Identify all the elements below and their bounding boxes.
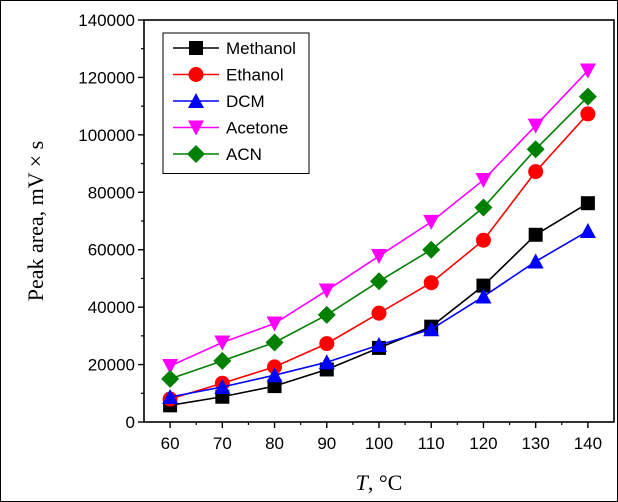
data-point-acn — [161, 369, 180, 388]
x-tick-label: 90 — [317, 434, 336, 453]
data-point-dcm — [266, 367, 283, 383]
data-point-acn — [422, 240, 441, 259]
y-tick-label: 40000 — [88, 298, 135, 317]
y-axis-label: Peak area, mV × s — [23, 141, 48, 301]
data-point-dcm — [579, 223, 596, 239]
series-acetone — [162, 63, 596, 375]
y-tick-label: 20000 — [88, 356, 135, 375]
x-tick-label: 70 — [213, 434, 232, 453]
data-point-acetone — [162, 359, 179, 375]
data-point-acetone — [214, 335, 231, 351]
x-tick-label: 80 — [265, 434, 284, 453]
data-point-acetone — [475, 172, 492, 188]
data-point-acetone — [579, 63, 596, 79]
data-point-acn — [578, 87, 597, 106]
data-point-acn — [526, 140, 545, 159]
data-point-ethanol — [267, 359, 283, 375]
data-point-ethanol — [580, 106, 596, 122]
data-point-acetone — [423, 214, 440, 230]
legend-box — [162, 32, 310, 174]
data-point-acn — [317, 305, 336, 324]
data-point-ethanol — [423, 275, 439, 291]
data-point-acn — [474, 198, 493, 217]
legend-marker-acn — [187, 145, 205, 163]
x-axis-label-unit: , °C — [368, 470, 402, 495]
x-axis-label-variable: T — [356, 470, 370, 495]
series-layer — [161, 63, 597, 413]
legend-label-methanol: Methanol — [226, 39, 296, 58]
legend-label-dcm: DCM — [226, 92, 265, 111]
data-point-dcm — [162, 389, 179, 405]
data-point-dcm — [371, 337, 387, 353]
y-tick-label: 0 — [126, 413, 135, 432]
y-tick-label: 60000 — [88, 241, 135, 260]
y-tick-label: 140000 — [78, 11, 135, 30]
y-tick-label: 100000 — [78, 126, 135, 145]
series-acn — [161, 87, 597, 388]
data-point-dcm — [475, 288, 492, 304]
legend-entry-acn: ACN — [173, 145, 262, 164]
x-tick-label: 140 — [574, 434, 602, 453]
data-point-acetone — [266, 316, 283, 332]
legend-entry-ethanol: Ethanol — [173, 66, 284, 85]
data-point-dcm — [318, 354, 335, 370]
data-point-methanol — [580, 196, 595, 211]
legend-marker-acetone — [188, 120, 204, 136]
x-tick-label: 100 — [365, 434, 393, 453]
y-tick-label: 80000 — [88, 183, 135, 202]
x-tick-label: 110 — [418, 434, 445, 453]
data-point-methanol — [267, 379, 282, 394]
data-point-acn — [370, 272, 388, 291]
legend-label-acetone: Acetone — [226, 119, 288, 138]
data-point-dcm — [423, 321, 440, 337]
legend-entry-acetone: Acetone — [173, 119, 288, 138]
data-point-ethanol — [475, 232, 491, 248]
legend-label-acn: ACN — [226, 145, 262, 164]
data-point-acetone — [371, 249, 387, 265]
legend-marker-dcm — [188, 93, 204, 108]
data-point-acetone — [527, 118, 544, 134]
legend-entry-dcm: DCM — [173, 92, 265, 111]
data-point-acn — [265, 333, 284, 352]
data-point-acn — [213, 351, 232, 370]
data-point-methanol — [528, 227, 543, 242]
series-dcm — [162, 223, 596, 405]
x-axis-label: T, °C — [356, 470, 403, 495]
data-point-acetone — [318, 283, 335, 299]
data-point-ethanol — [319, 336, 335, 352]
axis-ticks: 0 20000 40000 60000 80000 100000 120000 140000 6… — [78, 11, 602, 453]
legend: Methanol Ethanol DCM Acetone ACN — [162, 32, 310, 174]
legend-label-ethanol: Ethanol — [226, 66, 284, 85]
x-tick-label: 120 — [469, 434, 497, 453]
legend-marker-ethanol — [188, 67, 204, 82]
data-point-ethanol — [371, 305, 387, 321]
y-tick-label: 120000 — [78, 68, 135, 87]
legend-marker-methanol — [189, 41, 203, 55]
data-point-dcm — [214, 378, 231, 394]
data-point-ethanol — [528, 164, 544, 180]
legend-entry-methanol: Methanol — [173, 39, 296, 58]
data-point-dcm — [527, 253, 544, 269]
data-point-methanol — [476, 278, 491, 293]
x-tick-label: 60 — [161, 434, 180, 453]
x-tick-label: 130 — [521, 434, 549, 453]
